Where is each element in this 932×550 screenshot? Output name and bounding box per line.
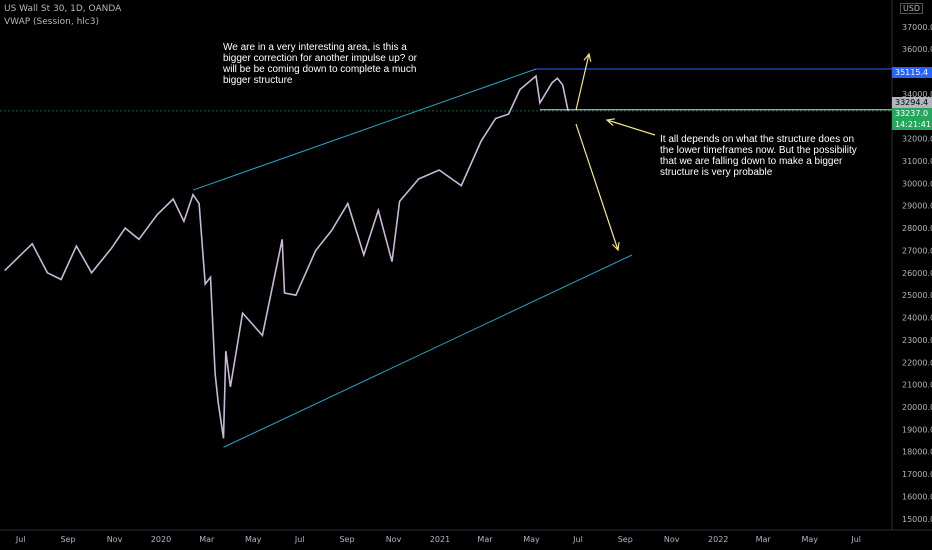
arrow-up (575, 53, 590, 111)
x-tick-label: Sep (60, 535, 75, 544)
x-tick-label: 2022 (708, 535, 728, 544)
x-tick-label: Nov (664, 535, 680, 544)
x-tick-label: Nov (386, 535, 402, 544)
x-tick-label: Sep (618, 535, 633, 544)
y-tick-label: 32000.0 (902, 135, 932, 144)
y-tick-label: 20000.0 (902, 403, 932, 412)
x-tick-label: 2021 (430, 535, 450, 544)
y-tick-label: 30000.0 (902, 179, 932, 188)
y-tick-label: 19000.0 (902, 425, 932, 434)
channel_lower-line (223, 254, 633, 448)
x-tick-label: Mar (756, 535, 772, 544)
y-tick-label: 23000.0 (902, 336, 932, 345)
x-tick-label: May (801, 535, 818, 544)
channel_upper-line (192, 68, 537, 191)
y-tick-label: 17000.0 (902, 470, 932, 479)
arrow-down-head (611, 241, 620, 252)
x-tick-label: 2020 (151, 535, 171, 544)
price-series-line (4, 74, 569, 439)
y-tick-label: 15000.0 (902, 515, 932, 524)
y-tick-label: 26000.0 (902, 269, 932, 278)
resistance-price-tag: 35115.4 (892, 67, 932, 78)
arrow-left (606, 119, 656, 136)
right-annotation[interactable]: It all depends on what the structure doe… (660, 134, 857, 178)
y-tick-label: 27000.0 (902, 246, 932, 255)
countdown-tag: 14:21:41 (892, 119, 932, 130)
currency-label[interactable]: USD (900, 3, 924, 14)
y-tick-label: 24000.0 (902, 314, 932, 323)
x-tick-label: May (523, 535, 540, 544)
y-tick-label: 16000.0 (902, 492, 932, 501)
y-tick-label: 29000.0 (902, 202, 932, 211)
y-tick-label: 36000.0 (902, 45, 932, 54)
last-price-tag: 33237.0 (892, 108, 932, 119)
arrow-up-head (583, 52, 592, 62)
y-tick-label: 21000.0 (902, 381, 932, 390)
indicator-legend[interactable]: VWAP (Session, hlc3) (4, 17, 99, 27)
y-tick-label: 28000.0 (902, 224, 932, 233)
top-annotation[interactable]: We are in a very interesting area, is th… (223, 42, 417, 86)
x-tick-label: May (245, 535, 262, 544)
y-tick-label: 18000.0 (902, 448, 932, 457)
x-tick-label: Nov (107, 535, 123, 544)
y-tick-label: 25000.0 (902, 291, 932, 300)
y-tick-label: 34000.0 (902, 90, 932, 99)
vwap-price-tag: 33294.4 (892, 97, 932, 108)
arrow-down (575, 123, 619, 251)
x-tick-label: Mar (477, 535, 493, 544)
y-tick-label: 31000.0 (902, 157, 932, 166)
y-tick-label: 37000.0 (902, 23, 932, 32)
x-tick-label: Mar (199, 535, 215, 544)
x-tick-label: Jul (15, 535, 26, 544)
arrow-left-head (605, 118, 616, 126)
x-tick-label: Jul (572, 535, 583, 544)
y-tick-label: 22000.0 (902, 358, 932, 367)
x-tick-label: Jul (850, 535, 861, 544)
symbol-title: US Wall St 30, 1D, OANDA (4, 4, 122, 14)
x-tick-label: Jul (294, 535, 305, 544)
x-tick-label: Sep (339, 535, 354, 544)
